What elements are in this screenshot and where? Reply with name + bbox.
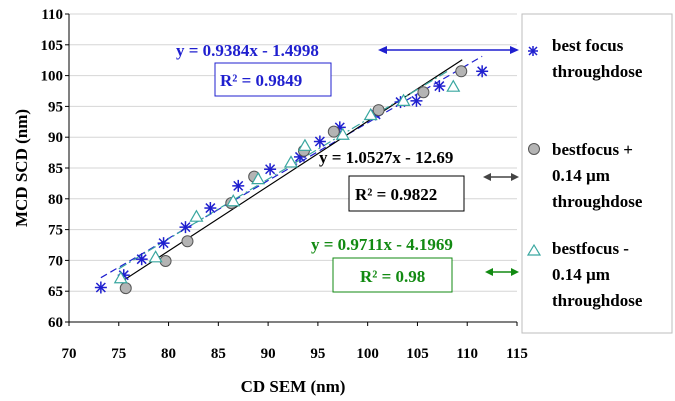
point-series1 <box>410 94 423 107</box>
x-tick-label: 100 <box>356 346 379 362</box>
legend-label-series1: best focus throughdose <box>552 36 643 81</box>
point-series1 <box>264 163 277 176</box>
y-tick-label: 70 <box>48 253 63 269</box>
x-tick-labels: 70 75 80 85 90 95 100 105 110 115 <box>62 346 528 362</box>
point-series3 <box>297 138 312 151</box>
point-series2 <box>181 235 194 248</box>
legend-box <box>521 13 673 334</box>
point-series3 <box>446 79 461 92</box>
legend-label-series3: bestfocus - 0.14 µm throughdose <box>552 239 643 310</box>
legend-line: throughdose <box>552 291 643 310</box>
x-tick-label: 105 <box>406 346 429 362</box>
y-tick-label: 100 <box>41 69 64 85</box>
x-tick-label: 70 <box>62 346 77 362</box>
y-tick-label: 95 <box>48 99 63 115</box>
y-tick-label: 105 <box>41 38 64 54</box>
point-series1 <box>204 202 217 215</box>
r2-series1: R² = 0.9849 <box>220 71 302 90</box>
point-series3 <box>189 209 204 222</box>
y-tick-label: 80 <box>48 192 63 208</box>
point-series1 <box>313 135 326 148</box>
point-series2 <box>455 65 468 78</box>
point-series1 <box>433 80 446 93</box>
point-series1 <box>476 65 489 78</box>
y-tick-label: 110 <box>41 7 63 23</box>
legend-line: bestfocus + <box>552 140 633 159</box>
y-tick-labels: 60 65 70 75 80 85 90 95 100 105 110 <box>41 7 64 331</box>
x-axis-title: CD SEM (nm) <box>241 377 346 396</box>
point-series3 <box>251 171 266 185</box>
legend-marker-series2 <box>528 143 540 155</box>
x-tick-label: 90 <box>261 346 276 362</box>
x-tick-label: 110 <box>456 346 478 362</box>
y-tick-label: 75 <box>48 223 63 239</box>
legend-marker-series3 <box>526 243 542 256</box>
legend: best focus throughdose bestfocus + 0.14 … <box>521 13 673 334</box>
point-series3 <box>283 155 299 168</box>
arrow-series1 <box>378 46 519 54</box>
point-series2 <box>417 86 430 99</box>
point-series3 <box>113 271 128 284</box>
y-tick-label: 60 <box>48 315 63 331</box>
point-series1 <box>179 221 192 234</box>
legend-label-series2: bestfocus + 0.14 µm throughdose <box>552 140 643 211</box>
eq-series1: y = 0.9384x - 1.4998 <box>176 41 319 60</box>
point-series2 <box>372 104 385 117</box>
x-tick-label: 95 <box>310 346 325 362</box>
point-series3 <box>148 250 163 263</box>
point-series3 <box>363 107 378 121</box>
legend-line: throughdose <box>552 62 643 81</box>
point-series2 <box>119 282 132 295</box>
y-tick-label: 65 <box>48 284 63 300</box>
x-tick-label: 75 <box>111 346 126 362</box>
x-tick-label: 80 <box>161 346 176 362</box>
r2-series2: R² = 0.9822 <box>355 185 437 204</box>
point-series1 <box>232 179 245 192</box>
y-tick-label: 85 <box>48 161 63 177</box>
y-tick-label: 90 <box>48 130 63 146</box>
point-series1 <box>94 281 107 294</box>
data-points <box>94 65 489 295</box>
point-series1 <box>157 237 170 250</box>
y-axis-title: MCD SCD (nm) <box>12 109 31 227</box>
point-series3 <box>226 194 241 207</box>
legend-line: throughdose <box>552 192 643 211</box>
x-tick-label: 85 <box>211 346 226 362</box>
legend-line: bestfocus - <box>552 239 629 258</box>
legend-line: 0.14 µm <box>552 166 610 185</box>
point-series3 <box>335 127 350 140</box>
r2-box-series3 <box>332 257 453 293</box>
arrow-series2 <box>483 173 519 181</box>
legend-line: 0.14 µm <box>552 265 610 284</box>
point-series3 <box>396 93 411 106</box>
legend-line: best focus <box>552 36 624 55</box>
point-series1 <box>135 253 148 266</box>
trendline-series3 <box>118 70 448 270</box>
point-series2 <box>327 125 340 138</box>
arrow-series3 <box>485 268 519 276</box>
x-tick-label: 115 <box>506 346 528 362</box>
r2-box-series2 <box>348 175 465 212</box>
gridlines <box>65 13 518 326</box>
legend-marker-series1 <box>528 46 538 56</box>
eq-series2: y = 1.0527x - 12.69 <box>319 148 453 167</box>
r2-box-series1 <box>214 62 332 97</box>
axes <box>68 14 517 323</box>
trendline-series2 <box>123 59 463 281</box>
eq-series3: y = 0.9711x - 4.1969 <box>311 235 453 254</box>
r2-series3: R² = 0.98 <box>360 267 425 286</box>
